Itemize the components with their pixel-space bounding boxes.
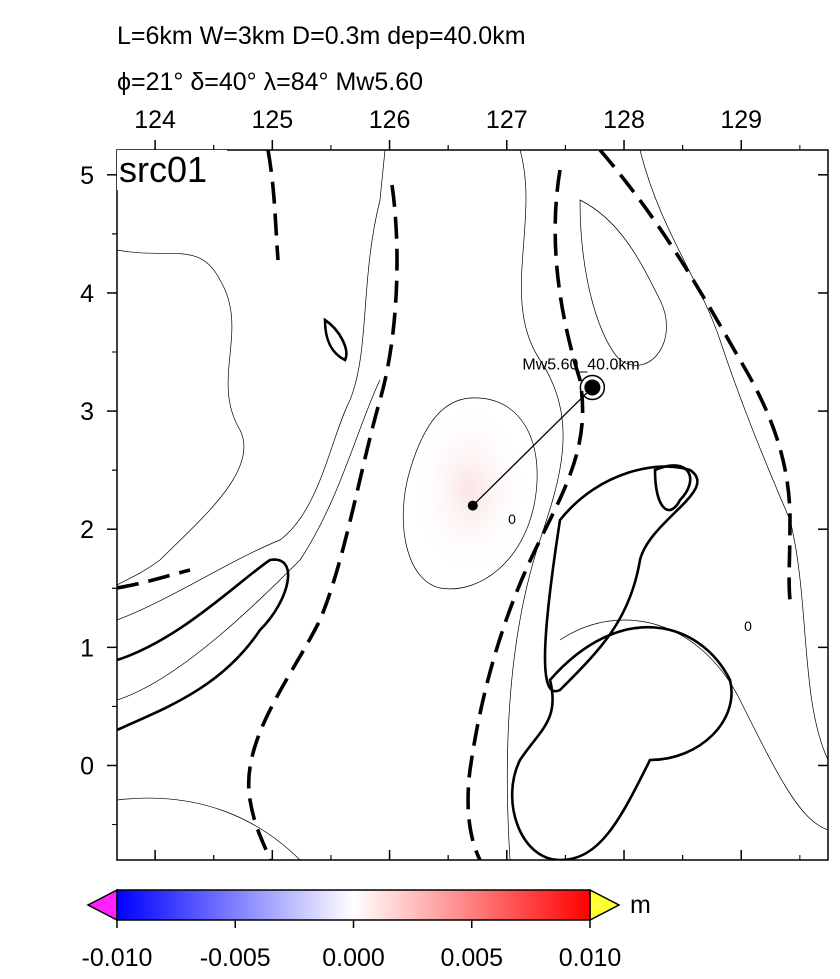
- y-tick-label: 5: [80, 162, 94, 190]
- colorbar-unit: m: [630, 891, 651, 919]
- colorbar-tick-label: 0.000: [322, 944, 385, 972]
- colorbar-over: [589, 888, 621, 922]
- map-frame: [116, 149, 829, 861]
- y-tick-label: 3: [80, 398, 94, 426]
- colorbar-tick-label: -0.010: [82, 944, 153, 972]
- event-ring: [579, 374, 606, 401]
- contours: [117, 150, 828, 860]
- colorbar: [116, 889, 591, 921]
- x-tick-label: 128: [603, 106, 645, 134]
- x-tick-label: 124: [134, 106, 176, 134]
- y-tick-label: 2: [80, 516, 94, 544]
- event-label: Mw5.60_40.0km: [522, 356, 639, 373]
- y-tick-label: 0: [80, 752, 94, 780]
- title-line: ϕ=21° δ=40° λ=84° Mw5.60: [117, 68, 423, 96]
- colorbar-tick-label: 0.005: [440, 944, 503, 972]
- colorbar-under: [86, 888, 118, 922]
- x-tick-label: 125: [251, 106, 293, 134]
- contour-label: 0: [508, 511, 516, 527]
- x-tick-label: 126: [369, 106, 411, 134]
- y-tick-label: 1: [80, 634, 94, 662]
- colorbar-tick-label: -0.005: [200, 944, 271, 972]
- contour-label-bg: [506, 511, 518, 526]
- panel-label-bg: [117, 150, 227, 190]
- centroid: [467, 500, 478, 511]
- colorbar-tick-label: 0.010: [559, 944, 622, 972]
- rupture-link: [472, 386, 593, 507]
- contour-label: 0: [744, 618, 752, 634]
- contour-label-bg: [742, 618, 754, 633]
- panel-label: src01: [119, 149, 207, 190]
- y-tick-label: 4: [80, 280, 94, 308]
- event: [584, 379, 601, 396]
- x-tick-label: 129: [720, 106, 762, 134]
- title-line: L=6km W=3km D=0.3m dep=40.0km: [117, 22, 526, 50]
- x-tick-label: 127: [486, 106, 528, 134]
